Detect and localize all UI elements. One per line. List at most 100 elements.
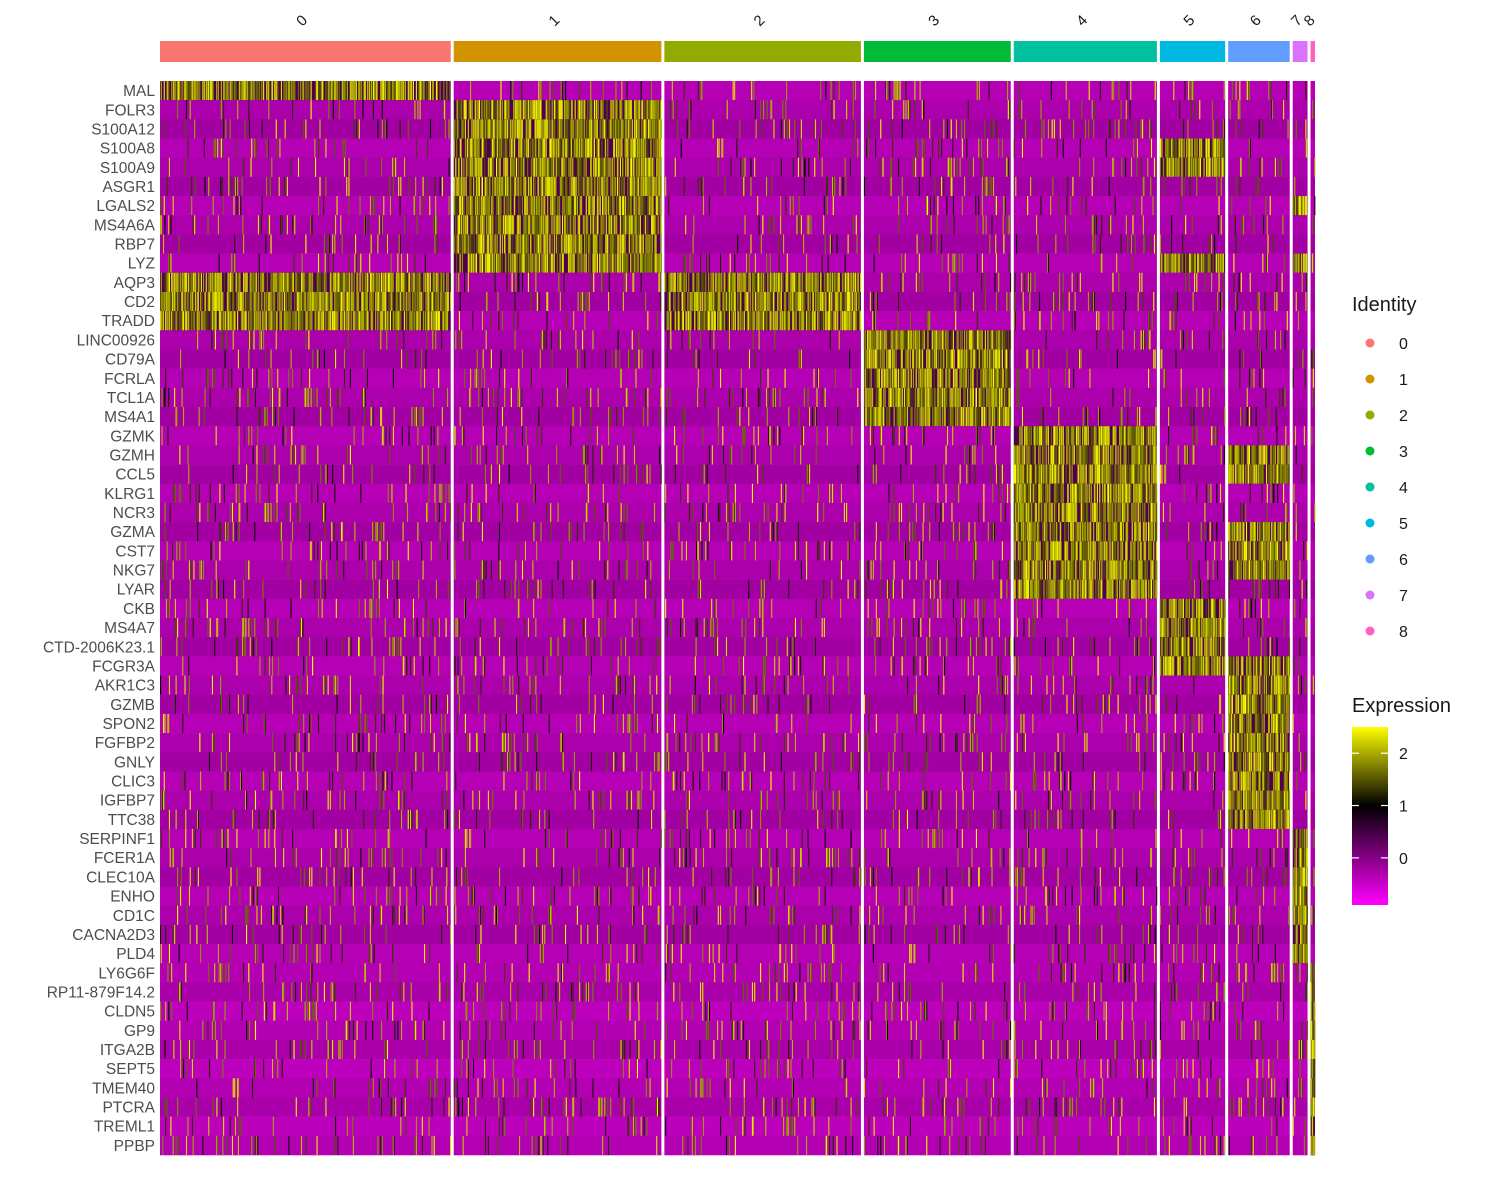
heatmap-cells — [724, 272, 726, 292]
heatmap-cells — [617, 138, 619, 158]
heatmap-cells — [576, 157, 578, 177]
heatmap-cells — [496, 253, 498, 273]
heatmap-cells — [200, 272, 202, 292]
heatmap-cells — [642, 119, 644, 139]
heatmap-cells — [717, 426, 719, 446]
heatmap-cells — [778, 272, 780, 292]
heatmap-cells — [976, 426, 978, 446]
heatmap-cells — [946, 426, 949, 446]
heatmap-cells — [763, 100, 765, 120]
heatmap-cells — [269, 81, 271, 101]
heatmap-cells — [1300, 253, 1302, 273]
heatmap-cells — [1239, 81, 1241, 101]
heatmap-cells — [198, 272, 200, 292]
heatmap-cells — [1194, 253, 1196, 273]
heatmap-block — [1228, 234, 1290, 254]
heatmap-cells — [656, 100, 658, 120]
heatmap-cells — [266, 502, 268, 523]
heatmap-cells — [623, 272, 625, 292]
heatmap-cells — [921, 100, 923, 120]
heatmap-cells — [279, 138, 281, 158]
heatmap-cells — [1263, 464, 1265, 484]
heatmap-cells — [757, 387, 759, 408]
heatmap-cells — [1059, 196, 1061, 216]
heatmap-cells — [1062, 291, 1064, 312]
heatmap-cells — [708, 196, 710, 216]
heatmap-cells — [1013, 138, 1015, 158]
heatmap-cells — [625, 138, 627, 158]
heatmap-cells — [550, 502, 552, 523]
heatmap-cells — [240, 81, 242, 101]
heatmap-cells — [564, 81, 567, 101]
heatmap-cells — [294, 215, 296, 235]
heatmap-cells — [638, 330, 640, 350]
heatmap-cells — [512, 81, 514, 101]
heatmap-cells — [1270, 81, 1272, 101]
heatmap-cells — [484, 119, 486, 139]
heatmap-cells — [1162, 253, 1164, 273]
heatmap-cells — [955, 483, 957, 503]
heatmap-cells — [1127, 483, 1130, 503]
heatmap-cells — [1027, 483, 1029, 503]
heatmap-cells — [1071, 464, 1073, 484]
heatmap-cells — [789, 196, 791, 216]
heatmap-block — [863, 464, 1011, 485]
heatmap-cells — [278, 464, 280, 484]
heatmap-cells — [1214, 157, 1216, 177]
heatmap-cells — [549, 157, 561, 177]
heatmap-cells — [1142, 119, 1144, 139]
heatmap-cells — [496, 176, 498, 197]
heatmap-cells — [1001, 387, 1003, 408]
heatmap-cells — [293, 253, 295, 273]
heatmap-cells — [1059, 291, 1061, 312]
heatmap-cells — [261, 119, 263, 139]
heatmap-cells — [325, 176, 327, 197]
heatmap-cells — [1202, 387, 1204, 408]
heatmap-cells — [215, 272, 217, 292]
heatmap-cells — [1007, 81, 1009, 101]
heatmap-cells — [959, 291, 961, 312]
heatmap-cells — [1003, 196, 1005, 216]
heatmap-block — [664, 349, 861, 369]
heatmap-cells — [886, 407, 889, 427]
heatmap-cells — [1085, 196, 1087, 216]
heatmap-cells — [175, 272, 177, 292]
heatmap-cells — [636, 253, 638, 273]
heatmap-cells — [1261, 157, 1263, 177]
heatmap-cells — [814, 311, 845, 331]
heatmap-cells — [1024, 119, 1026, 139]
heatmap-cells — [601, 445, 603, 465]
heatmap-cells — [405, 483, 407, 503]
heatmap-cells — [605, 176, 607, 197]
heatmap-cells — [874, 100, 876, 120]
heatmap-cells — [1294, 176, 1296, 197]
heatmap-cells — [1200, 253, 1202, 273]
heatmap-cells — [1182, 119, 1184, 139]
heatmap-cells — [1085, 407, 1087, 427]
heatmap-cells — [864, 368, 866, 388]
heatmap-block — [863, 196, 1011, 216]
heatmap-cells — [547, 464, 550, 484]
heatmap-cells — [318, 349, 320, 369]
heatmap-cells — [622, 253, 657, 273]
heatmap-cells — [546, 502, 548, 523]
heatmap-cells — [559, 330, 561, 350]
heatmap-cells — [1096, 483, 1098, 503]
heatmap-cells — [584, 291, 587, 312]
heatmap-cells — [404, 272, 406, 292]
heatmap-cells — [643, 253, 654, 273]
heatmap-cells — [1165, 445, 1167, 465]
cluster-bar-8 — [1310, 41, 1315, 62]
heatmap-cells — [228, 176, 230, 197]
heatmap-cells — [314, 311, 316, 331]
heatmap-cells — [891, 157, 893, 177]
heatmap-cells — [668, 272, 670, 292]
heatmap-cells — [286, 387, 288, 408]
heatmap-cells — [635, 234, 637, 254]
heatmap-cells — [992, 330, 994, 350]
heatmap-cells — [1140, 483, 1142, 503]
heatmap-cells — [278, 291, 280, 312]
heatmap-cells — [618, 253, 620, 273]
heatmap-cells — [1120, 234, 1122, 254]
heatmap-cells — [477, 196, 555, 216]
